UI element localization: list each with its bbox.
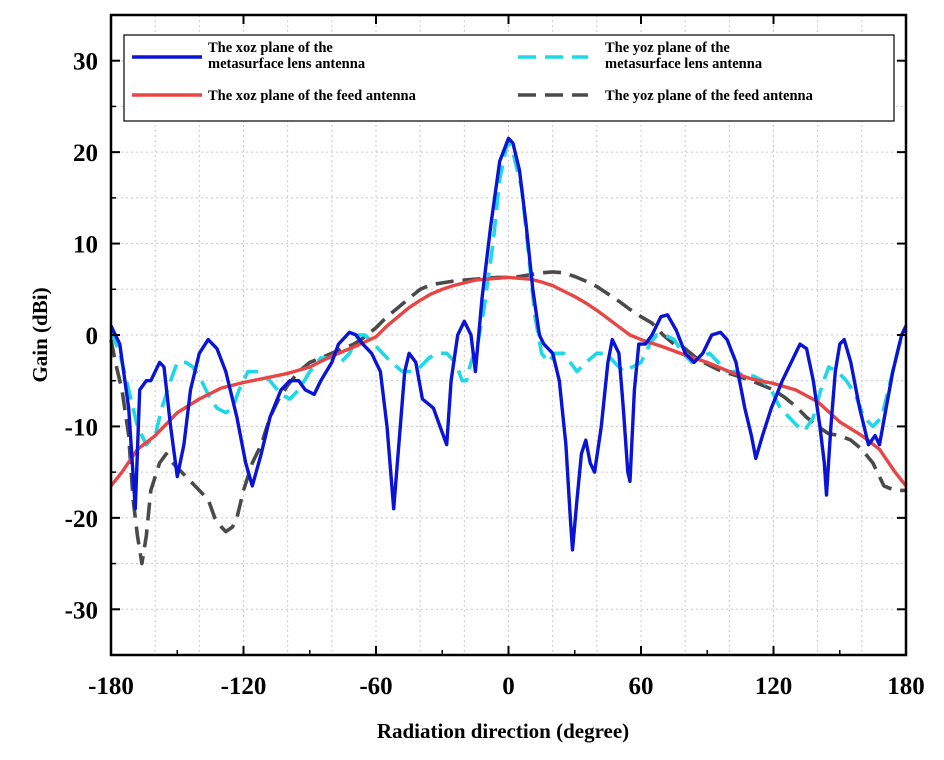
legend-label-2: The xoz plane of the feed antenna [208, 88, 417, 104]
y-tick-label: -20 [65, 506, 98, 533]
series-line-3 [109, 270, 906, 566]
x-tick-label: 120 [755, 673, 793, 700]
y-tick-label: 30 [73, 49, 98, 76]
x-tick-label: 0 [502, 673, 515, 700]
series-line-2 [109, 275, 908, 487]
series-line-0 [109, 136, 908, 552]
x-tick-label: 60 [629, 673, 654, 700]
y-axis-title: Gain (dBi) [28, 287, 52, 382]
x-tick-label: -120 [221, 673, 267, 700]
y-tick-label: -10 [65, 414, 98, 441]
tick-labels: -180 -120 -60 0 60 120 180 -30 -20 -10 0 10 20 30 [65, 49, 925, 700]
y-tick-label: 20 [73, 140, 98, 167]
legend-label-1: The yoz plane of the [605, 40, 730, 56]
x-axis-title: Radiation direction (degree) [377, 719, 629, 743]
legend-label-1: metasurface lens antenna [605, 56, 763, 72]
y-tick-label: -30 [65, 597, 98, 624]
axis-ticks [110, 15, 907, 655]
y-tick-label: 10 [73, 232, 98, 259]
legend-label-3: The yoz plane of the feed antenna [605, 88, 814, 104]
y-tick-label: 0 [86, 323, 99, 350]
x-tick-label: -60 [359, 673, 392, 700]
x-tick-label: -180 [88, 673, 134, 700]
x-tick-label: 180 [887, 673, 925, 700]
grid [111, 15, 906, 655]
legend-label-0: metasurface lens antenna [208, 56, 366, 72]
legend-label-0: The xoz plane of the [208, 40, 333, 56]
series-layer [109, 136, 908, 566]
legend-box [123, 34, 895, 122]
